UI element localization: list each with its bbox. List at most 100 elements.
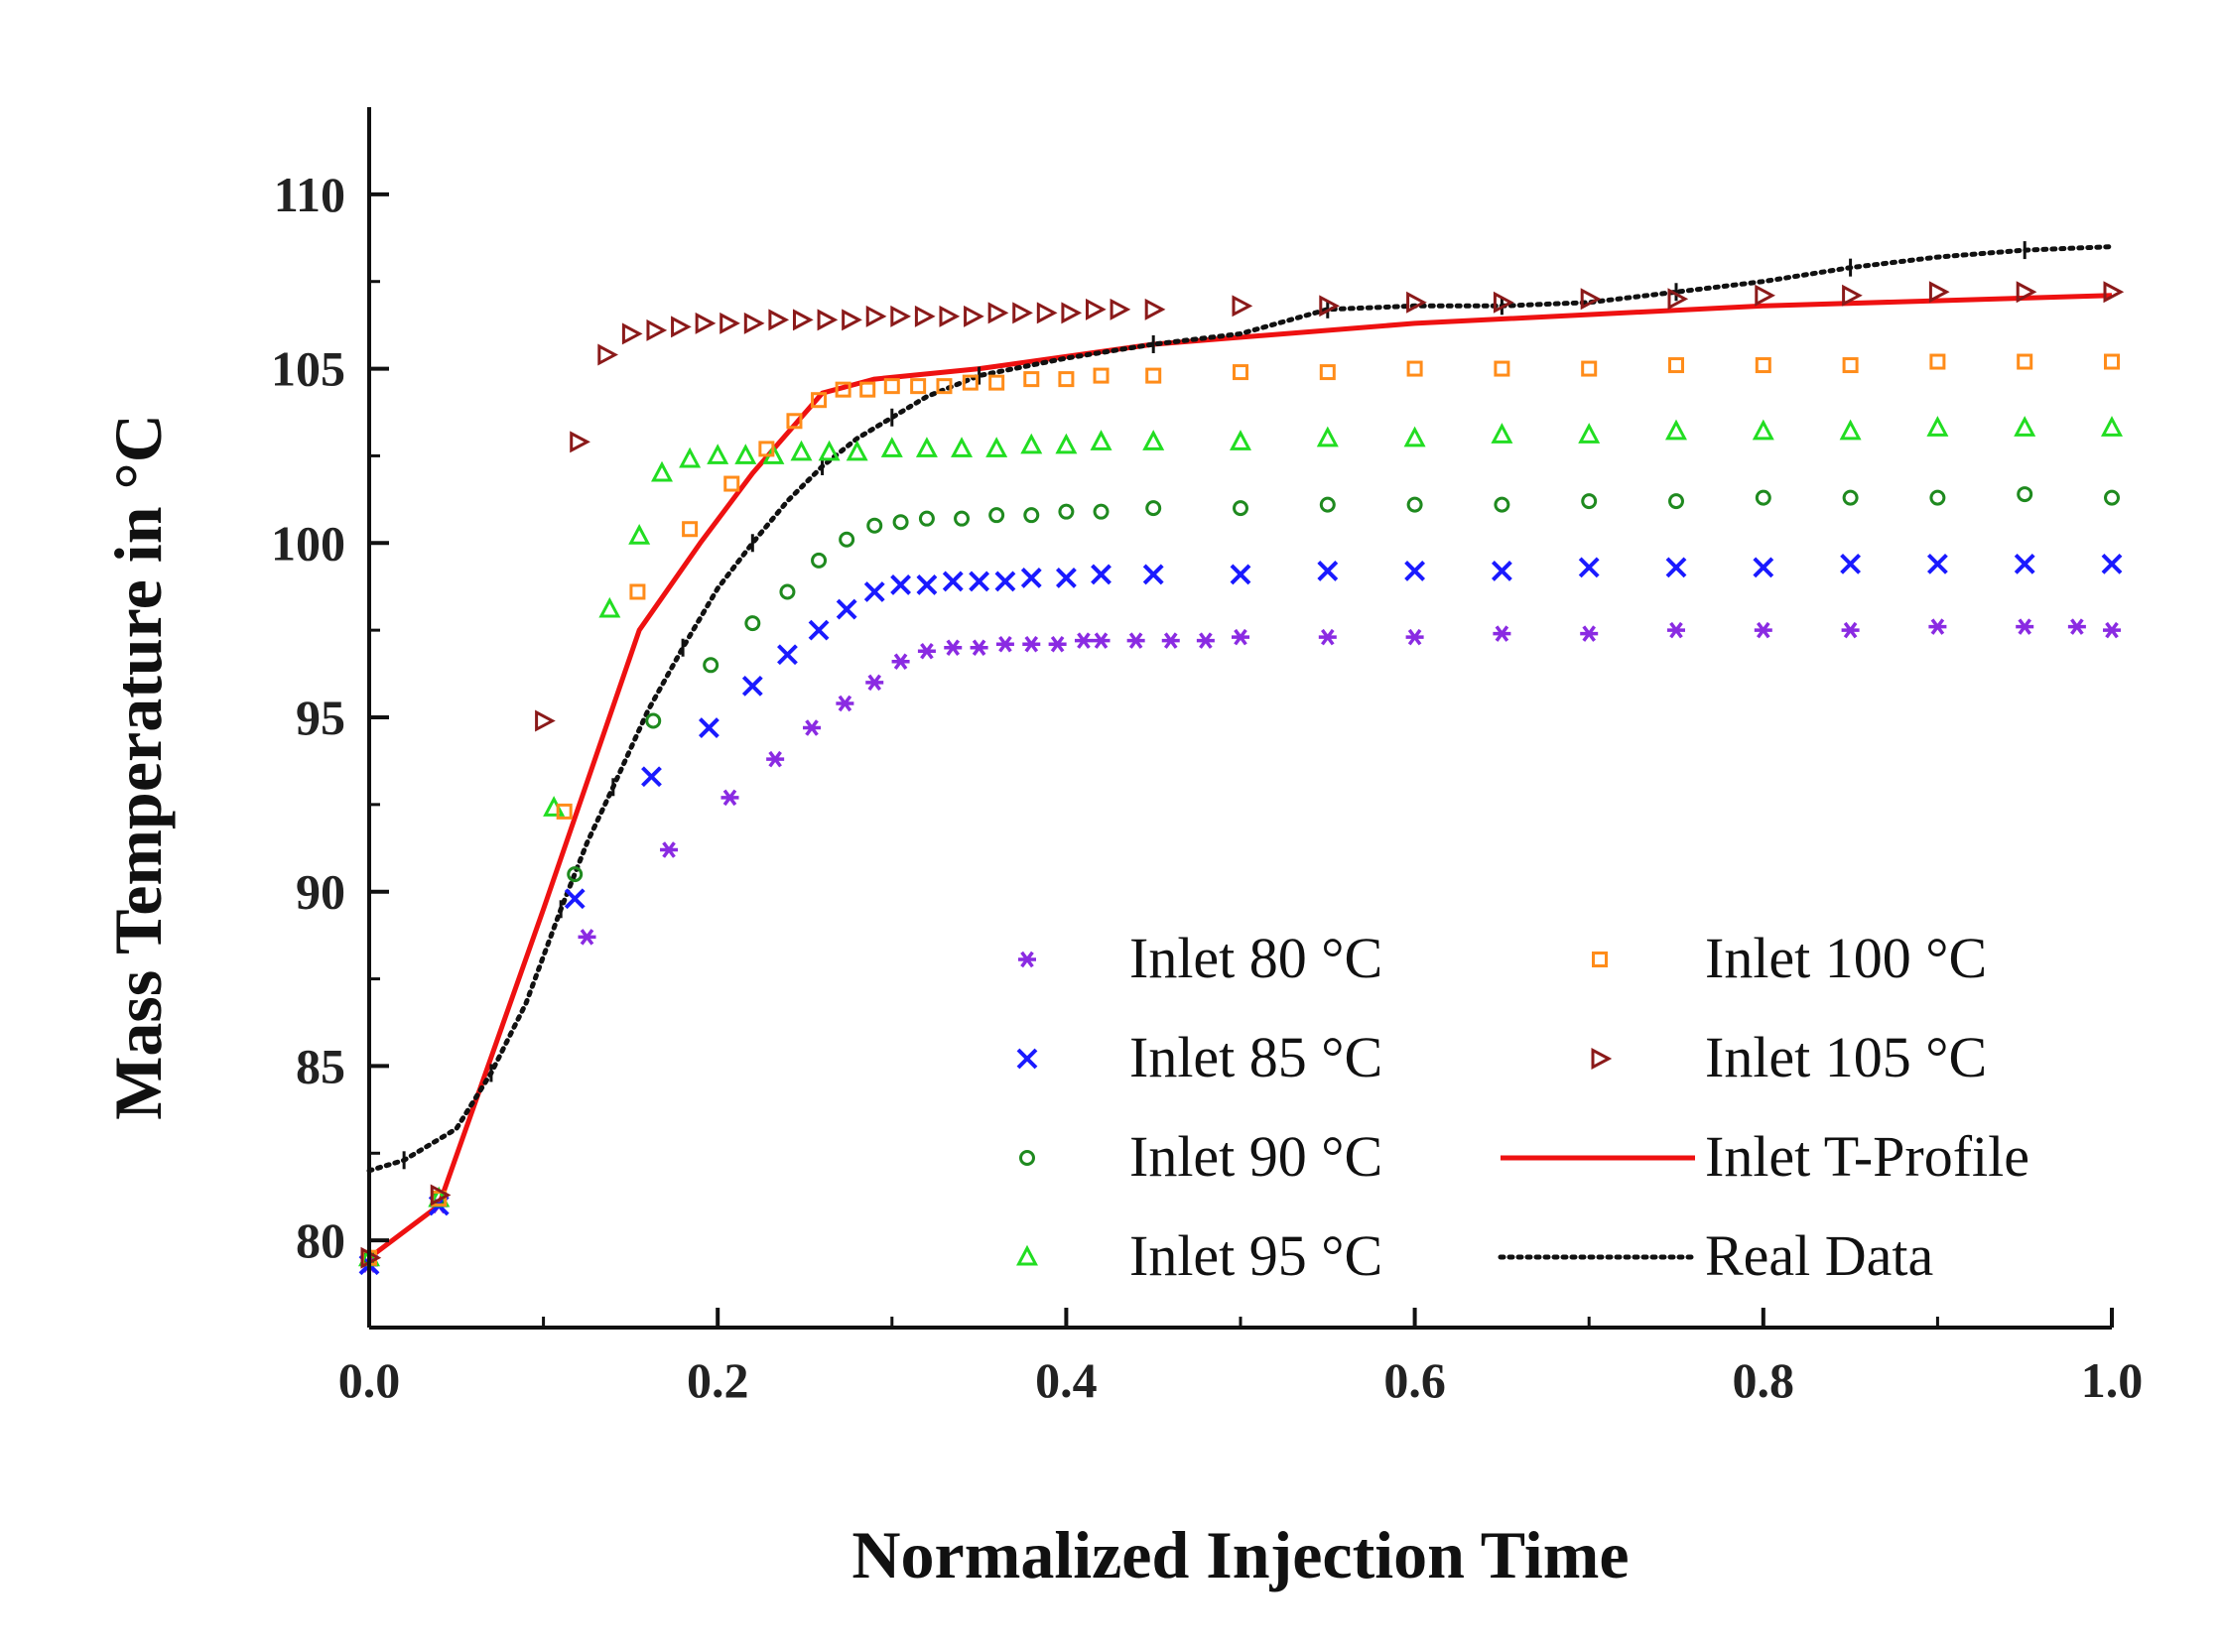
inlet-80-c-point	[917, 642, 936, 660]
inlet-100-c-point	[1058, 371, 1075, 388]
inlet-95-c-point	[651, 460, 674, 482]
inlet-80-c-point	[1667, 621, 1685, 639]
inlet-105-c-point	[865, 305, 887, 327]
inlet-105-c-point	[1319, 295, 1340, 318]
inlet-100-c-point	[1233, 364, 1248, 381]
inlet-105-c-point	[1580, 288, 1602, 311]
inlet-85-c-point	[969, 571, 990, 592]
inlet-80-c-point	[1092, 632, 1111, 649]
inlet-85-c-point	[564, 888, 586, 910]
inlet-100-c-point	[1929, 353, 1946, 370]
x-tick-label: 0.4	[1035, 1352, 1098, 1408]
inlet-100-c-point	[859, 381, 876, 398]
inlet-105-c-point	[570, 431, 590, 453]
inlet-100-c-point	[1093, 367, 1110, 384]
inlet-95-c-point	[1752, 419, 1774, 441]
y-axis-title: Mass Temperature in °C	[100, 414, 176, 1120]
inlet-90-c-point	[1929, 489, 1946, 506]
series-layer	[358, 241, 2125, 1276]
inlet-95-c-point	[1090, 430, 1112, 450]
inlet-95-c-point	[1839, 419, 1862, 441]
inlet-80-c-point	[1318, 628, 1337, 646]
inlet-105-c-point	[890, 305, 912, 327]
inlet-85-c-point	[1753, 557, 1774, 578]
y-tick-label: 85	[296, 1038, 345, 1093]
x-tick-label: 1.0	[2081, 1352, 2144, 1408]
inlet-80-c-point	[865, 674, 884, 692]
inlet-105-c-point	[597, 343, 619, 366]
inlet-80-c-point	[891, 653, 910, 671]
inlet-105-c-point	[914, 305, 936, 327]
inlet-90-c-point	[892, 514, 909, 531]
inlet-90-c-point	[1145, 500, 1162, 517]
inlet-95-c-point	[1020, 433, 1043, 454]
legend-item-inlet-105-c: Inlet 105 °C	[1591, 1025, 1987, 1089]
inlet-90-c-point	[839, 531, 855, 548]
inlet-90-c-point	[954, 510, 971, 527]
inlet-105-c-point	[817, 309, 839, 331]
inlet-100-c-point	[556, 803, 573, 820]
inlet-80-c-point	[803, 719, 822, 736]
inlet-105-c-point	[646, 318, 668, 341]
inlet-80-c-point	[1928, 618, 1947, 635]
inlet-95-c-point	[628, 524, 651, 545]
inlet-95-c-point	[1316, 426, 1339, 447]
inlet-105-c-point	[2103, 281, 2125, 304]
inlet-95-c-point	[790, 440, 813, 461]
inlet-85-c-point	[916, 574, 938, 595]
inlet-90-c-point	[2104, 489, 2120, 506]
inlet-100-c-point	[758, 441, 775, 457]
inlet-100-c-point	[988, 374, 1005, 391]
inlet-80-c-point	[1493, 625, 1511, 642]
legend-label: Inlet 95 °C	[1129, 1223, 1382, 1288]
legend-swatch	[1591, 1048, 1613, 1070]
inlet-105-c-point	[1755, 284, 1775, 307]
inlet-100-c-point	[1581, 360, 1598, 377]
inlet-95-c-point	[1578, 423, 1601, 444]
inlet-95-c-point	[1491, 423, 1513, 444]
inlet-105-c-point	[987, 302, 1009, 324]
inlet-100-c-point	[2017, 353, 2033, 370]
legend-item-inlet-90-c: Inlet 90 °C	[1019, 1124, 1382, 1189]
inlet-105-c-point	[1110, 298, 1131, 320]
legend: Inlet 80 °C Inlet 85 °C Inlet 90 °C Inlet 9…	[1016, 926, 2029, 1288]
inlet-95-c-point	[1055, 433, 1078, 454]
inlet-105-c-point	[695, 312, 717, 334]
inlet-95-c-point	[598, 596, 621, 618]
inlet-95-c-point	[707, 444, 729, 464]
inlet-85-c-point	[1091, 564, 1112, 585]
inlet-95-c-point	[1403, 426, 1426, 447]
inlet-100-c-point	[786, 413, 803, 430]
inlet-95-c-point	[846, 440, 868, 461]
inlet-80-c-point	[836, 695, 854, 712]
inlet-95-c-point	[679, 446, 702, 468]
inlet-100-c-point	[682, 521, 699, 538]
inlet-105-c-point	[1493, 291, 1514, 314]
inlet-95-c-point	[1142, 430, 1165, 450]
inlet-105-c-point	[535, 709, 556, 732]
inlet-95-c-point	[818, 440, 841, 461]
y-tick-label: 100	[271, 515, 345, 571]
legend-label: Inlet 80 °C	[1129, 926, 1382, 990]
x-axis-title: Normalized Injection Time	[851, 1517, 1629, 1592]
inlet-105-c-point	[768, 309, 790, 331]
inlet-100-c-point	[883, 378, 900, 395]
x-tick-label: 0.6	[1383, 1352, 1446, 1408]
legend-item-real-data: Real Data	[1498, 1223, 1933, 1288]
inlet-85-c-point	[942, 571, 964, 592]
inlet-80-c-point	[2016, 618, 2034, 635]
inlet-90-c-point	[1842, 489, 1859, 506]
inlet-90-c-point	[1755, 489, 1771, 506]
inlet-105-c-point	[1012, 302, 1033, 324]
inlet-95-c-point	[2014, 416, 2036, 437]
inlet-85-c-point	[1020, 568, 1042, 588]
legend-item-inlet-95-c: Inlet 95 °C	[1016, 1223, 1382, 1288]
inlet-100-c-point	[723, 475, 740, 492]
inlet-95-c-point	[1926, 416, 1949, 437]
inlet-85-c-point	[890, 574, 911, 595]
inlet-105-c-point	[671, 316, 692, 338]
y-tick-label: 80	[296, 1212, 345, 1268]
inlet-100-c-point	[1145, 367, 1162, 384]
inlet-80-c-point	[1048, 635, 1067, 653]
